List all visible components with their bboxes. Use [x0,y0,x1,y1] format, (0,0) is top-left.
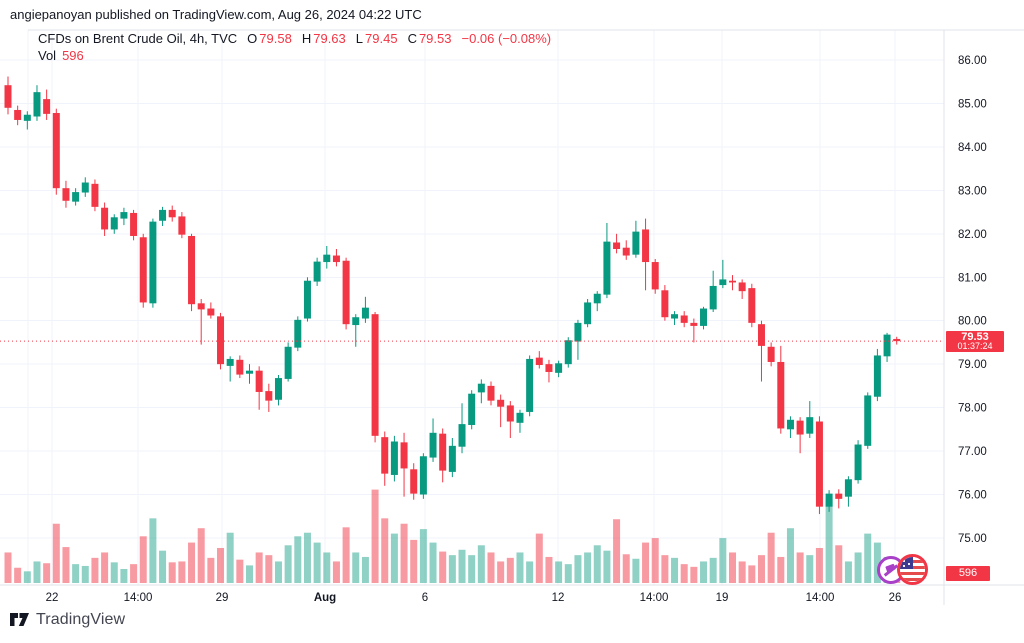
svg-text:80.00: 80.00 [958,316,987,328]
svg-text:26: 26 [889,592,902,604]
bar-countdown: 01:37:24 [957,341,993,351]
open-label: O [247,31,258,46]
publish-watermark: angiepanoyan published on TradingView.co… [10,7,422,22]
svg-text:6: 6 [422,592,428,604]
low-value: 79.45 [365,31,398,46]
svg-text:78.00: 78.00 [958,403,987,415]
tradingview-logo[interactable]: TradingView [10,610,125,629]
svg-text:85.00: 85.00 [958,98,987,110]
current-price: 79.53 [961,331,989,343]
volume-value: 596 [62,48,84,63]
svg-text:86.00: 86.00 [958,55,987,67]
price-axis-labels[interactable]: 86.00 85.00 84.00 83.00 82.00 81.00 80.00 79.00… [958,55,987,545]
change-value: −0.06 (−0.08%) [461,31,552,46]
economic-event-icons[interactable] [877,553,929,587]
svg-text:77.00: 77.00 [958,446,987,458]
svg-text:75.00: 75.00 [958,533,987,545]
current-price-badge[interactable]: 79.53 01:37:24 [946,331,1004,352]
candles-layer [4,76,901,515]
svg-text:12: 12 [552,592,565,604]
pane-borders [0,29,1024,605]
svg-text:84.00: 84.00 [958,142,987,154]
svg-text:Aug: Aug [314,592,336,604]
volume-label: Vol [38,48,57,63]
legend-volume-row: Vol 596 [38,48,553,64]
legend-ohlc-row: CFDs on Brent Crude Oil, 4h, TVC O 79.58 H 7… [38,31,553,47]
high-value: 79.63 [313,31,346,46]
high-label: H [301,31,312,46]
svg-text:76.00: 76.00 [958,490,987,502]
svg-text:29: 29 [216,592,229,604]
volume-bars-layer [4,489,901,583]
price-chart-canvas[interactable]: 86.00 85.00 84.00 83.00 82.00 81.00 80.00 79.00… [0,0,1024,610]
svg-text:81.00: 81.00 [958,272,987,284]
tradingview-logo-text: TradingView [36,610,126,628]
svg-text:19: 19 [716,592,729,604]
svg-text:14:00: 14:00 [124,592,153,604]
svg-text:82.00: 82.00 [958,229,987,241]
close-value: 79.53 [418,31,452,46]
svg-text:14:00: 14:00 [806,592,835,604]
symbol-legend[interactable]: CFDs on Brent Crude Oil, 4h, TVC O 79.58 H 7… [38,31,553,64]
grid-layer [0,30,944,585]
close-label: C [407,31,417,46]
low-label: L [355,31,364,46]
tradingview-logo-icon [10,613,29,626]
volume-axis-badge: 596 [946,566,990,581]
symbol-title[interactable]: CFDs on Brent Crude Oil, 4h, TVC [38,31,238,46]
svg-text:83.00: 83.00 [958,185,987,197]
open-value: 79.58 [259,31,292,46]
time-axis-labels[interactable]: 22 14:00 29 Aug 6 12 14:00 19 14:00 26 [46,592,902,604]
svg-text:14:00: 14:00 [640,592,669,604]
svg-text:22: 22 [46,592,59,604]
svg-text:79.00: 79.00 [958,359,987,371]
us-flag-event-icon[interactable] [897,554,928,585]
